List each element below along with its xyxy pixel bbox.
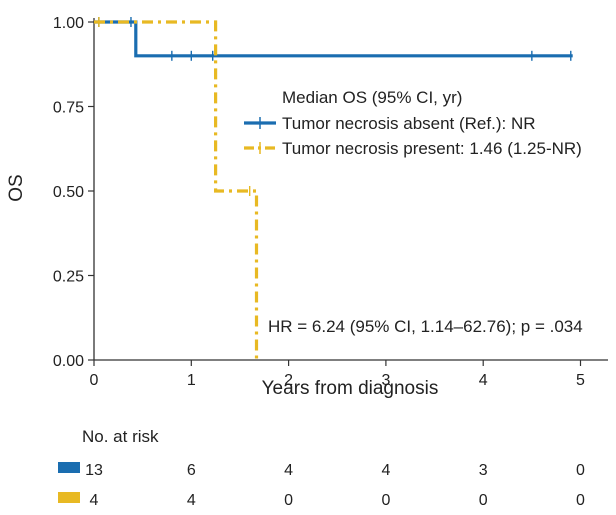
y-axis-label: OS	[6, 174, 27, 201]
x-tick-label: 2	[284, 372, 293, 389]
risk-count: 4	[381, 462, 390, 479]
y-tick-label: 0.50	[53, 184, 84, 201]
risk-count: 3	[479, 462, 488, 479]
risk-table-title: No. at risk	[82, 427, 159, 446]
legend-label-present: Tumor necrosis present: 1.46 (1.25-NR)	[282, 139, 582, 158]
x-tick-label: 1	[187, 372, 196, 389]
y-tick-label: 0.25	[53, 269, 84, 286]
legend: Median OS (95% CI, yr) Tumor necrosis ab…	[244, 88, 582, 158]
legend-item-present: Tumor necrosis present: 1.46 (1.25-NR)	[244, 139, 582, 158]
risk-count: 0	[284, 492, 293, 509]
y-tick-label: 0.00	[53, 353, 84, 370]
risk-count: 0	[381, 492, 390, 509]
risk-row-swatch	[58, 462, 80, 473]
legend-title: Median OS (95% CI, yr)	[282, 88, 462, 107]
legend-item-absent: Tumor necrosis absent (Ref.): NR	[244, 114, 536, 133]
legend-label-absent: Tumor necrosis absent (Ref.): NR	[282, 114, 536, 133]
risk-row-swatch	[58, 492, 80, 503]
risk-count: 0	[576, 492, 585, 509]
risk-count: 0	[479, 492, 488, 509]
risk-count: 0	[576, 462, 585, 479]
x-tick-label: 4	[479, 372, 488, 389]
x-axis-label: Years from diagnosis	[262, 378, 439, 399]
series-1	[94, 17, 259, 360]
x-tick-label: 5	[576, 372, 585, 389]
y-tick-label: 1.00	[53, 15, 84, 32]
series-line	[94, 20, 573, 58]
risk-count: 4	[284, 462, 293, 479]
risk-count: 6	[187, 462, 196, 479]
x-tick-label: 3	[381, 372, 390, 389]
risk-count: 13	[85, 462, 103, 479]
y-tick-label: 0.75	[53, 100, 84, 117]
risk-count: 4	[90, 492, 99, 509]
hr-annotation: HR = 6.24 (95% CI, 1.14–62.76); p = .034	[268, 317, 583, 336]
series-0	[94, 17, 573, 61]
series-line	[94, 20, 259, 360]
x-tick-label: 0	[90, 372, 99, 389]
risk-count: 4	[187, 492, 196, 509]
